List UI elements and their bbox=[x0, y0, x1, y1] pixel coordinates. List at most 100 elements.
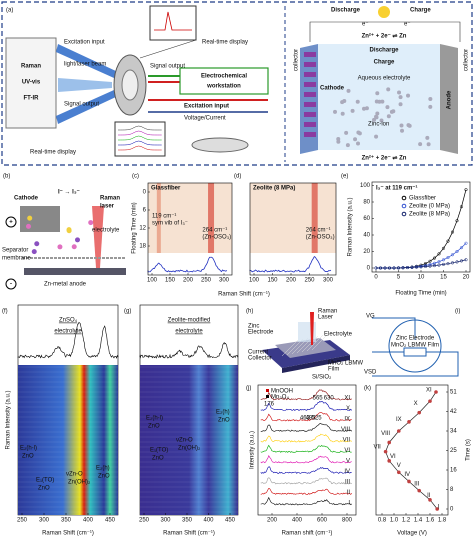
decoration bbox=[407, 479, 411, 484]
label: Discharge bbox=[369, 48, 399, 54]
label: (c) bbox=[132, 174, 139, 180]
decoration bbox=[377, 99, 382, 104]
decoration bbox=[266, 389, 269, 392]
decoration bbox=[114, 121, 166, 157]
axis-label: Voltage (V) bbox=[397, 531, 427, 537]
label: - bbox=[10, 282, 12, 288]
label: FT-IR bbox=[24, 96, 40, 102]
decoration bbox=[428, 259, 432, 263]
decoration bbox=[121, 69, 139, 101]
decoration bbox=[455, 249, 459, 254]
decoration bbox=[372, 351, 459, 377]
decoration bbox=[464, 188, 468, 192]
x-tick-label: 100 bbox=[249, 278, 260, 284]
label: E₂(h-l) bbox=[146, 416, 163, 422]
numeral: IX bbox=[344, 417, 350, 423]
decoration bbox=[309, 21, 461, 42]
x-tick-label: 15 bbox=[440, 275, 447, 281]
decoration bbox=[405, 266, 410, 270]
decoration bbox=[58, 78, 112, 92]
decoration bbox=[27, 215, 33, 221]
decoration bbox=[139, 39, 197, 59]
decoration bbox=[149, 5, 197, 41]
decoration bbox=[336, 139, 341, 144]
decoration bbox=[71, 244, 77, 250]
decoration bbox=[361, 106, 366, 111]
label: Real-time display bbox=[30, 150, 76, 156]
decoration bbox=[455, 219, 459, 223]
decoration bbox=[92, 206, 104, 268]
numeral: IV bbox=[404, 472, 410, 478]
label: Zeolite (8 MPa) bbox=[253, 186, 295, 192]
label: νZn-O bbox=[176, 438, 193, 444]
decoration bbox=[342, 98, 347, 103]
decoration bbox=[410, 265, 414, 269]
label: 630 bbox=[324, 396, 335, 402]
label: E₂(h-l) bbox=[20, 446, 37, 452]
decoration bbox=[117, 135, 162, 141]
decoration bbox=[260, 401, 352, 411]
label: Electrode bbox=[248, 330, 274, 336]
label: Signal output bbox=[150, 64, 185, 70]
label: (Zn-OSO₃) bbox=[202, 235, 231, 241]
decoration bbox=[148, 183, 232, 253]
decoration bbox=[260, 423, 352, 432]
y-tick-label: 8 bbox=[450, 487, 454, 493]
decoration bbox=[250, 183, 336, 253]
decoration bbox=[154, 11, 192, 31]
label: VSD bbox=[364, 370, 377, 376]
decoration bbox=[260, 444, 352, 453]
decoration bbox=[378, 266, 383, 270]
decoration bbox=[437, 263, 441, 267]
axis-label: Raman Intensity (a.u.) bbox=[6, 390, 12, 449]
decoration bbox=[346, 88, 351, 93]
decoration bbox=[397, 90, 402, 95]
y-tick-label: 0 bbox=[367, 266, 371, 272]
label: (g) bbox=[124, 309, 131, 315]
decoration bbox=[260, 496, 352, 506]
y-tick-label: 42 bbox=[450, 409, 457, 415]
label: Zeolite-modified bbox=[168, 318, 211, 324]
numeral: VIII bbox=[341, 427, 350, 433]
label: 264 cm⁻¹ bbox=[306, 228, 331, 234]
decoration bbox=[406, 93, 411, 98]
decoration bbox=[419, 265, 423, 269]
decoration bbox=[304, 52, 316, 57]
label: Zn-metal anode bbox=[44, 282, 87, 288]
label: E₁(TO) bbox=[150, 448, 168, 454]
decoration bbox=[428, 96, 433, 101]
y-tick-label: 16 bbox=[450, 468, 457, 474]
legend-label: Mn₃O₄ bbox=[271, 395, 289, 401]
decoration bbox=[437, 260, 441, 264]
label: workstation bbox=[206, 84, 241, 90]
label: (h) bbox=[246, 309, 253, 315]
decoration bbox=[401, 195, 407, 201]
decoration bbox=[407, 420, 411, 424]
decoration bbox=[380, 99, 385, 104]
decoration bbox=[304, 122, 316, 127]
label: MnO₂ LBMW Film bbox=[391, 343, 439, 349]
label: (b) bbox=[3, 174, 10, 180]
label: laser bbox=[100, 204, 115, 210]
axis-label: Floating Time (min) bbox=[395, 291, 446, 297]
decoration bbox=[345, 143, 350, 148]
label: Aqueous electrolyte bbox=[358, 76, 411, 82]
label: + bbox=[9, 220, 13, 226]
decoration bbox=[385, 105, 390, 110]
decoration bbox=[423, 262, 428, 266]
decoration bbox=[282, 355, 350, 373]
decoration bbox=[428, 264, 432, 268]
label: Cathode bbox=[14, 196, 39, 202]
decoration bbox=[401, 211, 407, 217]
decoration bbox=[418, 142, 423, 147]
decoration bbox=[340, 111, 345, 116]
decoration bbox=[432, 264, 437, 268]
label: Charge bbox=[410, 8, 431, 14]
decoration bbox=[399, 123, 404, 128]
decoration bbox=[387, 266, 392, 270]
decoration bbox=[139, 341, 239, 359]
decoration bbox=[428, 498, 432, 502]
decoration bbox=[423, 264, 428, 269]
label: I⁻ → I₃⁻ bbox=[58, 190, 80, 196]
